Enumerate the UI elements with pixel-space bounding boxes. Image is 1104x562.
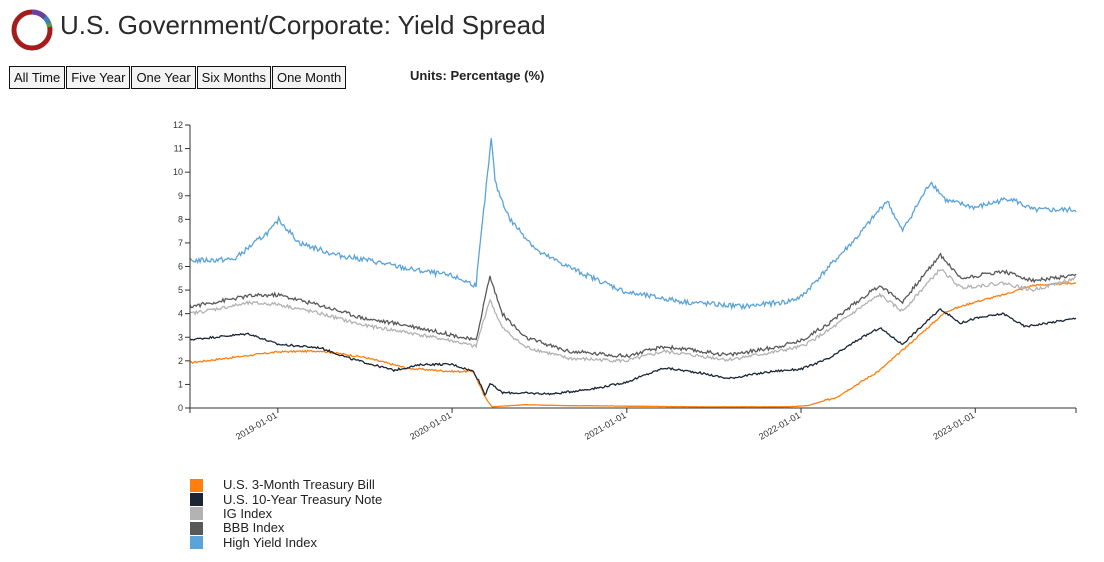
one-month-button[interactable]: One Month [271,66,347,89]
legend-label: U.S. 10-Year Treasury Note [223,491,383,507]
logo-ring-purple [31,9,47,20]
legend-item[interactable]: BBB Index [190,521,382,535]
y-tick-label: 8 [178,214,183,224]
y-tick-label: 3 [178,332,183,342]
six-months-button[interactable]: Six Months [196,66,271,89]
legend-item[interactable]: IG Index [190,505,382,521]
series-line[interactable] [189,252,1077,359]
logo-icon [11,9,53,51]
legend-label: IG Index [223,505,273,521]
legend-label: BBB Index [223,520,285,536]
x-tick-label: 2019-01-01 [234,410,279,442]
y-tick-label: 10 [173,167,183,177]
x-tick-label: 2020-01-01 [408,410,453,442]
five-year-button[interactable]: Five Year [66,66,131,89]
legend-swatch [190,536,203,550]
legend-label: U.S. 3-Month Treasury Bill [223,477,375,493]
y-tick-label: 0 [178,403,183,413]
legend-item[interactable]: U.S. 10-Year Treasury Note [190,491,383,507]
legend-label: High Yield Index [223,534,317,550]
logo-ring-blue [42,15,51,25]
legend-item[interactable]: U.S. 3-Month Treasury Bill [190,478,382,492]
logo-ring-green [46,22,53,28]
y-tick-label: 6 [178,262,183,272]
y-tick-label: 5 [178,285,183,295]
y-tick-label: 9 [178,191,183,201]
series-line[interactable] [189,281,1076,408]
y-tick-label: 11 [174,144,183,154]
all-time-button[interactable]: All Time [9,66,66,89]
y-tick-label: 12 [173,120,183,130]
x-tick-label: 2022-01-01 [757,410,802,442]
x-tick-label: 2023-01-01 [931,410,976,442]
one-year-button[interactable]: One Year [131,66,196,89]
y-tick-label: 7 [178,238,183,248]
range-button-group: All Time Five Year One Year Six Months O… [9,66,347,89]
series-line[interactable] [189,268,1077,364]
series-line[interactable] [189,138,1077,311]
chart-legend: U.S. 3-Month Treasury Bill U.S. 10-Year T… [190,478,382,550]
legend-swatch [190,478,203,492]
legend-item[interactable]: High Yield Index [190,534,382,550]
x-tick-label: 2021-01-01 [583,410,628,442]
y-tick-label: 1 [178,379,183,389]
y-tick-label: 2 [178,356,183,366]
series-line[interactable] [189,308,1077,397]
page-title: U.S. Government/Corporate: Yield Spread [60,10,546,40]
legend-swatch [190,521,203,535]
legend-swatch [190,507,203,521]
units-label: Units: Percentage (%) [410,68,545,83]
legend-swatch [190,493,203,507]
y-tick-label: 4 [178,309,183,319]
